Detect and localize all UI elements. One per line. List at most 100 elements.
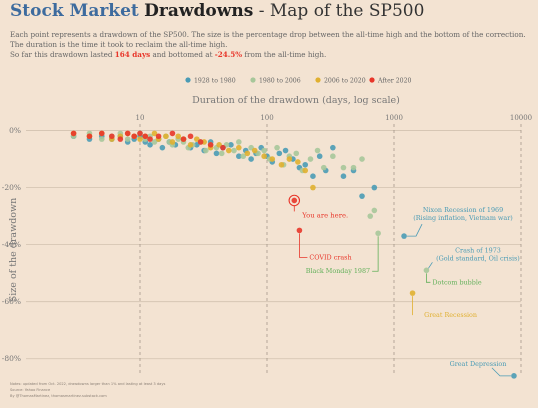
data-point <box>240 153 247 160</box>
data-point <box>330 153 336 160</box>
data-point <box>213 150 220 157</box>
legend-label: 1980 to 2006 <box>259 77 301 84</box>
data-point <box>187 142 194 148</box>
data-point <box>340 164 347 171</box>
series-group <box>70 130 303 234</box>
data-point <box>117 136 124 142</box>
data-point <box>180 136 187 142</box>
x-axis-label: Duration of the drawdown (days, log scal… <box>192 95 400 106</box>
data-point <box>371 184 378 191</box>
data-point <box>155 133 162 140</box>
data-point <box>137 136 143 142</box>
y-tick-label: -80% <box>2 354 21 363</box>
data-point <box>193 142 200 148</box>
data-point <box>159 144 166 151</box>
annotation-crash-1973-line-1: Crash of 1973 <box>455 246 501 254</box>
description-line-3-b: and bottomed at <box>152 50 213 59</box>
data-point <box>330 144 336 151</box>
annotation-great-depression: Great Depression <box>450 360 507 368</box>
legend-label: 2006 to 2020 <box>324 77 366 84</box>
covid-connector <box>299 233 308 258</box>
data-point <box>163 133 169 140</box>
footnote-source: Source: Yahoo Finance <box>10 388 51 392</box>
data-point <box>511 373 517 379</box>
data-point <box>151 130 158 137</box>
footnote-notes: Notes: updated from Oct. 2022, drawdowns… <box>10 382 166 386</box>
data-point <box>137 130 143 137</box>
data-point <box>310 173 316 179</box>
data-point <box>310 184 316 191</box>
data-point <box>236 153 242 160</box>
description-line-1: Each point represents a drawdown of the … <box>10 30 526 39</box>
legend-label: After 2020 <box>377 77 412 84</box>
legend-marker <box>185 77 191 83</box>
data-point <box>228 142 234 148</box>
data-point <box>244 150 251 157</box>
data-point <box>197 139 204 145</box>
data-point <box>225 147 232 154</box>
data-point <box>70 130 77 137</box>
data-point <box>371 207 378 214</box>
annotation-black-monday: Black Monday 1987 <box>306 267 370 275</box>
data-point <box>98 130 105 137</box>
data-point <box>193 136 200 142</box>
footnote-author: By @ThomasMartinez, thomasmartinez.subst… <box>10 394 107 398</box>
title-part-1: Stock Market <box>10 1 139 21</box>
data-point <box>367 213 374 219</box>
data-point <box>124 130 131 137</box>
description-line-3-c: from the all-time high. <box>244 50 327 59</box>
data-point <box>320 164 327 171</box>
data-point <box>236 139 242 145</box>
data-point <box>98 136 105 142</box>
data-point <box>302 167 309 174</box>
data-point <box>375 230 381 237</box>
annotation-great-recession: Great Recession <box>424 311 477 319</box>
legend-marker <box>369 77 375 83</box>
crash-1973-connector <box>428 262 433 269</box>
y-axis-label: Size of the drawdown <box>8 198 19 303</box>
data-point <box>293 150 300 157</box>
annotation-covid: COVID crash <box>309 253 351 261</box>
description-line-2: The duration is the time it took to recl… <box>10 40 228 49</box>
data-point <box>269 156 276 162</box>
data-point <box>169 139 176 145</box>
description-line-3: So far this drawdown lasted 164 days and… <box>10 50 326 59</box>
data-point <box>187 133 194 140</box>
data-point <box>236 144 242 151</box>
data-point <box>86 133 93 140</box>
data-point <box>109 133 115 140</box>
data-point <box>307 156 314 162</box>
data-point <box>350 164 357 171</box>
legend-label: 1928 to 1980 <box>194 77 236 84</box>
title-part-2: Drawdowns <box>144 1 254 21</box>
legend-marker <box>250 77 256 83</box>
data-point <box>169 130 176 137</box>
annotation-nixon-line-1: Nixon Recession of 1969 <box>423 206 503 214</box>
legend-marker <box>315 77 321 83</box>
data-point <box>423 267 430 274</box>
annotation-dotcom: Dotcom bubble <box>432 278 481 286</box>
y-tick-label: -40% <box>2 240 21 249</box>
data-point <box>286 156 293 162</box>
data-point <box>274 144 280 151</box>
great-depression-connector <box>491 367 511 377</box>
nixon-connector <box>407 223 423 237</box>
data-point <box>207 142 214 148</box>
data-point <box>216 142 222 148</box>
x-tick-label: 10000 <box>510 114 532 122</box>
data-point <box>231 147 237 154</box>
data-point <box>316 153 323 160</box>
annotation-crash-1973-line-2: (Gold standard, Oil crisis) <box>436 254 520 262</box>
y-tick-label: -20% <box>2 183 21 192</box>
data-point <box>151 139 158 145</box>
data-point <box>409 290 416 296</box>
data-point <box>291 197 298 204</box>
data-point <box>314 147 321 154</box>
data-point <box>142 133 149 140</box>
dotcom-connector <box>426 273 431 283</box>
data-point <box>276 150 283 157</box>
data-point <box>220 144 226 151</box>
description-line-3-a: So far this drawdown lasted <box>10 50 113 59</box>
data-point <box>282 147 289 154</box>
data-point <box>124 136 131 142</box>
